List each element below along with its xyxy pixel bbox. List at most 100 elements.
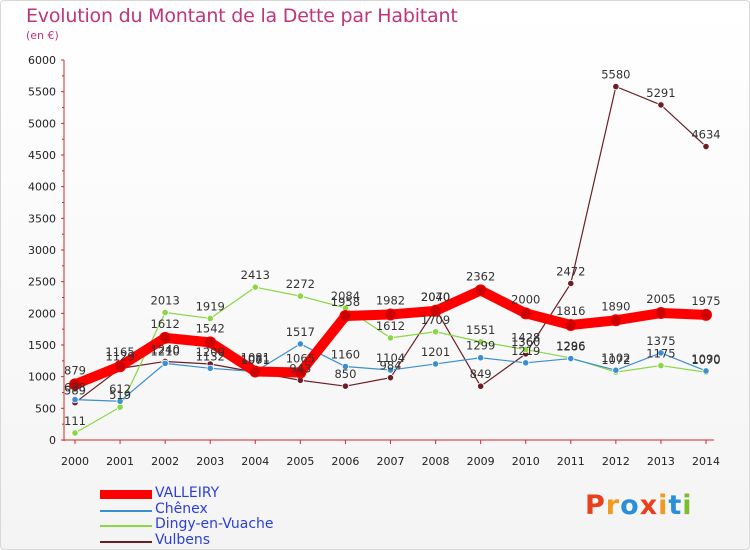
x-tick-label: 2010	[512, 455, 540, 468]
data-label: 1958	[331, 295, 360, 309]
data-label: 2000	[511, 292, 540, 306]
data-label: 1175	[646, 347, 675, 361]
data-label: 943	[289, 361, 311, 375]
data-point	[71, 429, 79, 437]
y-tick-label: 2500	[28, 276, 56, 289]
data-point	[564, 318, 577, 331]
chart-axes: 0 500 1000 1500 2000 2500 3000 3500 4000 4500 5000…	[28, 54, 720, 468]
data-label: 1551	[466, 323, 495, 337]
y-tick-label: 4500	[28, 149, 56, 162]
data-label: 1090	[691, 352, 720, 366]
unit-label: (en €)	[26, 29, 59, 42]
data-label: 1129	[105, 349, 134, 363]
data-point	[386, 366, 395, 374]
legend-swatch	[100, 490, 152, 499]
data-label: 1919	[196, 299, 225, 313]
data-label: 589	[64, 384, 86, 398]
data-label: 638	[64, 381, 86, 395]
data-label: 1428	[511, 331, 540, 345]
data-label: 1890	[601, 299, 630, 313]
data-point	[206, 364, 214, 372]
data-point	[116, 403, 124, 411]
data-point	[206, 314, 214, 323]
y-tick-label: 5500	[28, 86, 56, 99]
data-label: 1219	[511, 344, 540, 358]
data-point	[341, 362, 350, 371]
data-point	[522, 359, 530, 367]
data-label: 1200	[196, 345, 225, 359]
data-label: 1081	[241, 351, 270, 365]
x-tick-label: 2009	[467, 455, 495, 468]
data-label: 2413	[241, 268, 270, 282]
x-tick-label: 2006	[331, 455, 359, 468]
y-tick-label: 3500	[28, 212, 56, 225]
data-point	[567, 279, 575, 288]
data-point	[657, 101, 665, 109]
logo-letter: P	[585, 490, 606, 521]
data-label: 1360	[511, 335, 540, 349]
logo-letter: i	[682, 490, 693, 521]
data-label: 1816	[556, 304, 585, 318]
data-label: 1299	[466, 339, 495, 353]
data-label: 1210	[151, 344, 180, 358]
data-label: 1160	[331, 348, 360, 362]
x-tick-label: 2007	[377, 455, 405, 468]
data-point	[386, 334, 395, 342]
logo-letter: o	[620, 490, 640, 521]
proxiti-logo: Proxiti	[585, 490, 693, 521]
data-label: 2472	[556, 264, 585, 278]
data-point	[69, 378, 81, 391]
x-tick-label: 2008	[422, 455, 450, 468]
data-label: 1072	[601, 353, 630, 367]
data-label: 1070	[691, 353, 720, 367]
y-tick-label: 5000	[28, 117, 56, 130]
x-tick-label: 2013	[647, 455, 675, 468]
data-label: 1612	[151, 317, 180, 331]
data-label: 879	[64, 363, 86, 377]
y-tick-label: 500	[35, 402, 56, 415]
y-tick-label: 1500	[28, 339, 56, 352]
y-tick-label: 6000	[28, 54, 56, 67]
x-tick-label: 2005	[286, 455, 314, 468]
logo-letter: i	[658, 490, 669, 521]
y-tick-label: 0	[49, 434, 56, 447]
data-label: 519	[109, 388, 131, 402]
data-label: 1071	[241, 353, 270, 367]
data-label: 2362	[466, 269, 495, 283]
legend-label: Dingy-en-Vuache	[155, 516, 274, 532]
data-point	[161, 308, 169, 317]
y-tick-label: 3000	[28, 244, 56, 257]
legend-label: Chênex	[155, 500, 208, 517]
data-point	[431, 360, 440, 368]
data-point	[294, 366, 307, 379]
data-label: 1081	[241, 353, 270, 367]
data-label: 2272	[286, 277, 315, 291]
data-point	[477, 354, 485, 362]
legend-swatch	[100, 525, 152, 527]
data-label: 1104	[376, 351, 405, 365]
x-tick-label: 2002	[151, 455, 179, 468]
data-label: 850	[334, 367, 356, 381]
data-point	[251, 283, 259, 291]
data-point	[296, 292, 304, 300]
data-label: 1102	[601, 351, 630, 365]
data-label: 5291	[646, 86, 675, 100]
data-point	[431, 328, 440, 336]
data-point	[429, 304, 442, 317]
data-point	[161, 359, 169, 367]
x-tick-label: 2004	[241, 455, 269, 468]
y-tick-label: 2000	[28, 307, 56, 320]
chart-data-labels: 879 1165 1612 1542 1081 1065 1958 1982 2040 2362 2…	[64, 68, 721, 428]
data-point	[522, 345, 530, 354]
legend-swatch	[100, 509, 152, 512]
data-point	[339, 309, 352, 322]
data-label: 1709	[421, 313, 450, 327]
data-point	[384, 308, 397, 321]
data-point	[702, 142, 710, 151]
data-label: 1165	[105, 345, 134, 359]
data-point	[567, 354, 575, 363]
data-label: 1982	[376, 293, 405, 307]
legend-label: VALLEIRY	[155, 485, 220, 501]
